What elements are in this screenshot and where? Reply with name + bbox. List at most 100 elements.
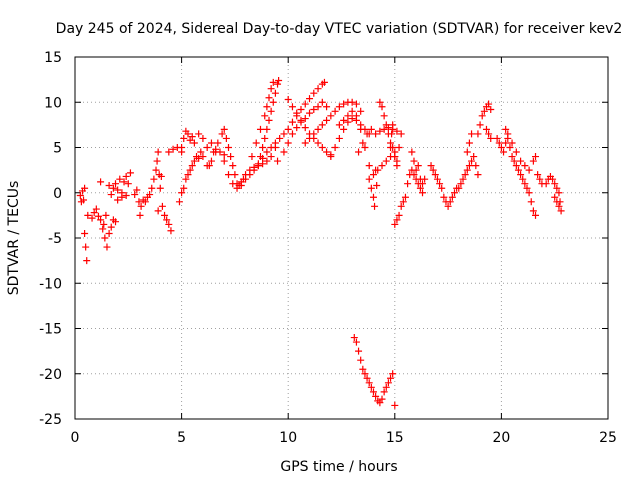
data-point: [416, 184, 424, 192]
y-axis-label: SDTVAR / TECUs: [6, 181, 22, 296]
data-point: [116, 175, 124, 183]
data-point: [141, 198, 149, 206]
data-point: [408, 148, 416, 156]
data-point: [178, 144, 186, 151]
data-point: [269, 78, 277, 86]
data-point: [504, 130, 512, 138]
data-point: [474, 130, 482, 138]
data-point: [120, 178, 128, 186]
plot-frame: [74, 56, 609, 420]
data-point: [436, 180, 444, 188]
data-point: [280, 148, 288, 156]
x-tick-label: 10: [279, 430, 297, 446]
data-point: [340, 116, 348, 124]
data-point: [195, 154, 203, 162]
data-point: [154, 148, 162, 156]
data-point: [480, 107, 488, 115]
data-point: [521, 162, 529, 170]
data-point: [263, 157, 271, 165]
data-point: [167, 227, 175, 235]
data-point: [534, 171, 542, 179]
x-axis-label: GPS time / hours: [280, 459, 397, 475]
data-point: [521, 180, 529, 188]
data-point: [195, 130, 203, 138]
data-point: [301, 124, 309, 132]
data-point: [363, 374, 371, 382]
data-point: [199, 134, 207, 142]
data-point: [114, 186, 122, 194]
data-point: [450, 189, 458, 197]
data-point: [90, 209, 98, 217]
data-point: [369, 171, 377, 179]
data-point: [210, 148, 218, 156]
data-point: [532, 211, 540, 219]
data-point: [122, 172, 130, 180]
data-point: [76, 191, 84, 199]
data-point: [246, 171, 254, 179]
data-point: [229, 180, 237, 188]
data-point: [393, 127, 401, 135]
data-point: [487, 134, 495, 142]
data-point: [163, 216, 171, 224]
y-tick-label: 0: [53, 186, 62, 202]
data-point: [365, 162, 373, 170]
data-point: [248, 153, 256, 161]
data-point: [293, 124, 301, 132]
data-point: [382, 157, 390, 165]
data-point: [551, 180, 559, 188]
data-point: [88, 214, 96, 222]
data-point: [274, 157, 282, 165]
data-point: [165, 220, 173, 228]
data-point: [549, 175, 557, 183]
data-point: [318, 98, 326, 106]
y-tick-label: -5: [48, 231, 62, 247]
data-point: [263, 103, 271, 111]
data-point: [470, 153, 478, 161]
y-tick-label: -15: [39, 322, 62, 338]
data-point: [500, 148, 508, 156]
data-point: [517, 171, 525, 179]
data-point: [529, 157, 537, 165]
data-point: [389, 121, 397, 129]
data-point: [157, 172, 165, 180]
data-point: [301, 139, 309, 147]
data-point: [506, 144, 514, 151]
data-point: [376, 127, 384, 135]
data-point: [261, 134, 269, 142]
data-point: [154, 207, 162, 215]
data-point: [410, 171, 418, 179]
data-point: [112, 218, 120, 226]
data-point: [318, 121, 326, 129]
data-point: [269, 98, 277, 106]
data-point: [180, 134, 188, 142]
data-point: [387, 374, 395, 382]
data-point: [373, 182, 381, 190]
data-point: [114, 196, 122, 204]
data-point: [512, 162, 520, 170]
data-point: [222, 134, 230, 142]
data-point: [355, 148, 363, 156]
data-point: [363, 130, 371, 138]
data-point: [161, 211, 169, 219]
data-point: [190, 157, 198, 165]
data-point: [100, 220, 108, 228]
data-point: [107, 191, 115, 199]
data-points: [76, 77, 565, 409]
data-point: [463, 148, 471, 156]
data-point: [188, 133, 196, 141]
tick-labels: 0 5 10 15 20 25 -25 -20 -15 -10 -5 0 5 10 15: [39, 50, 617, 446]
data-point: [553, 184, 561, 192]
data-point: [323, 103, 331, 111]
data-point: [419, 189, 427, 197]
data-point: [225, 144, 233, 151]
data-point: [348, 98, 356, 106]
data-point: [485, 130, 493, 138]
data-point: [427, 162, 435, 170]
data-point: [359, 365, 367, 373]
data-point: [301, 100, 309, 108]
data-point: [84, 211, 92, 219]
data-point: [175, 198, 183, 206]
data-point: [555, 202, 563, 210]
data-point: [378, 162, 386, 170]
data-point: [517, 157, 525, 165]
